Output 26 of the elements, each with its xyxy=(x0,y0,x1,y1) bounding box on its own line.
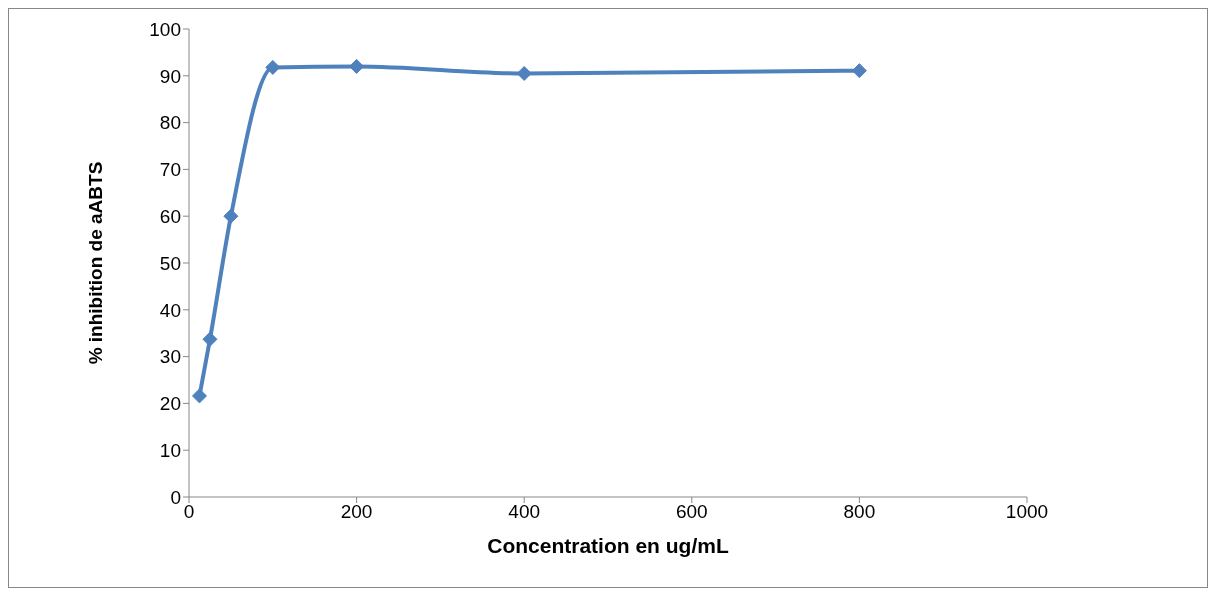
y-axis-title: % inhibition de aABTS xyxy=(84,161,106,365)
x-tick-label: 1000 xyxy=(1005,501,1049,523)
y-tick-label: 60 xyxy=(159,205,181,227)
point xyxy=(202,331,218,347)
y-tick-label: 20 xyxy=(159,393,181,415)
point xyxy=(516,65,532,81)
y-tick-label: 90 xyxy=(159,65,181,87)
x-tick-label: 600 xyxy=(675,501,708,523)
y-tick-label: 70 xyxy=(159,159,181,181)
y-tick-label: 50 xyxy=(159,252,181,274)
point xyxy=(223,208,239,224)
point xyxy=(349,58,365,74)
y-tick-label: 10 xyxy=(159,439,181,461)
y-tick-label: 80 xyxy=(159,112,181,134)
y-tick-label: 40 xyxy=(159,299,181,321)
y-tick-label: 100 xyxy=(149,18,181,40)
x-axis-title: Concentration en ug/mL xyxy=(487,534,729,557)
y-tick-label: 0 xyxy=(170,486,181,508)
x-tick-label: 0 xyxy=(183,501,195,523)
y-tick-label: 30 xyxy=(159,346,181,368)
x-tick-label: 800 xyxy=(843,501,876,523)
x-tick-label: 400 xyxy=(508,501,541,523)
x-tick-label: 200 xyxy=(340,501,373,523)
point xyxy=(851,63,867,79)
point xyxy=(191,388,207,404)
point xyxy=(265,59,281,75)
